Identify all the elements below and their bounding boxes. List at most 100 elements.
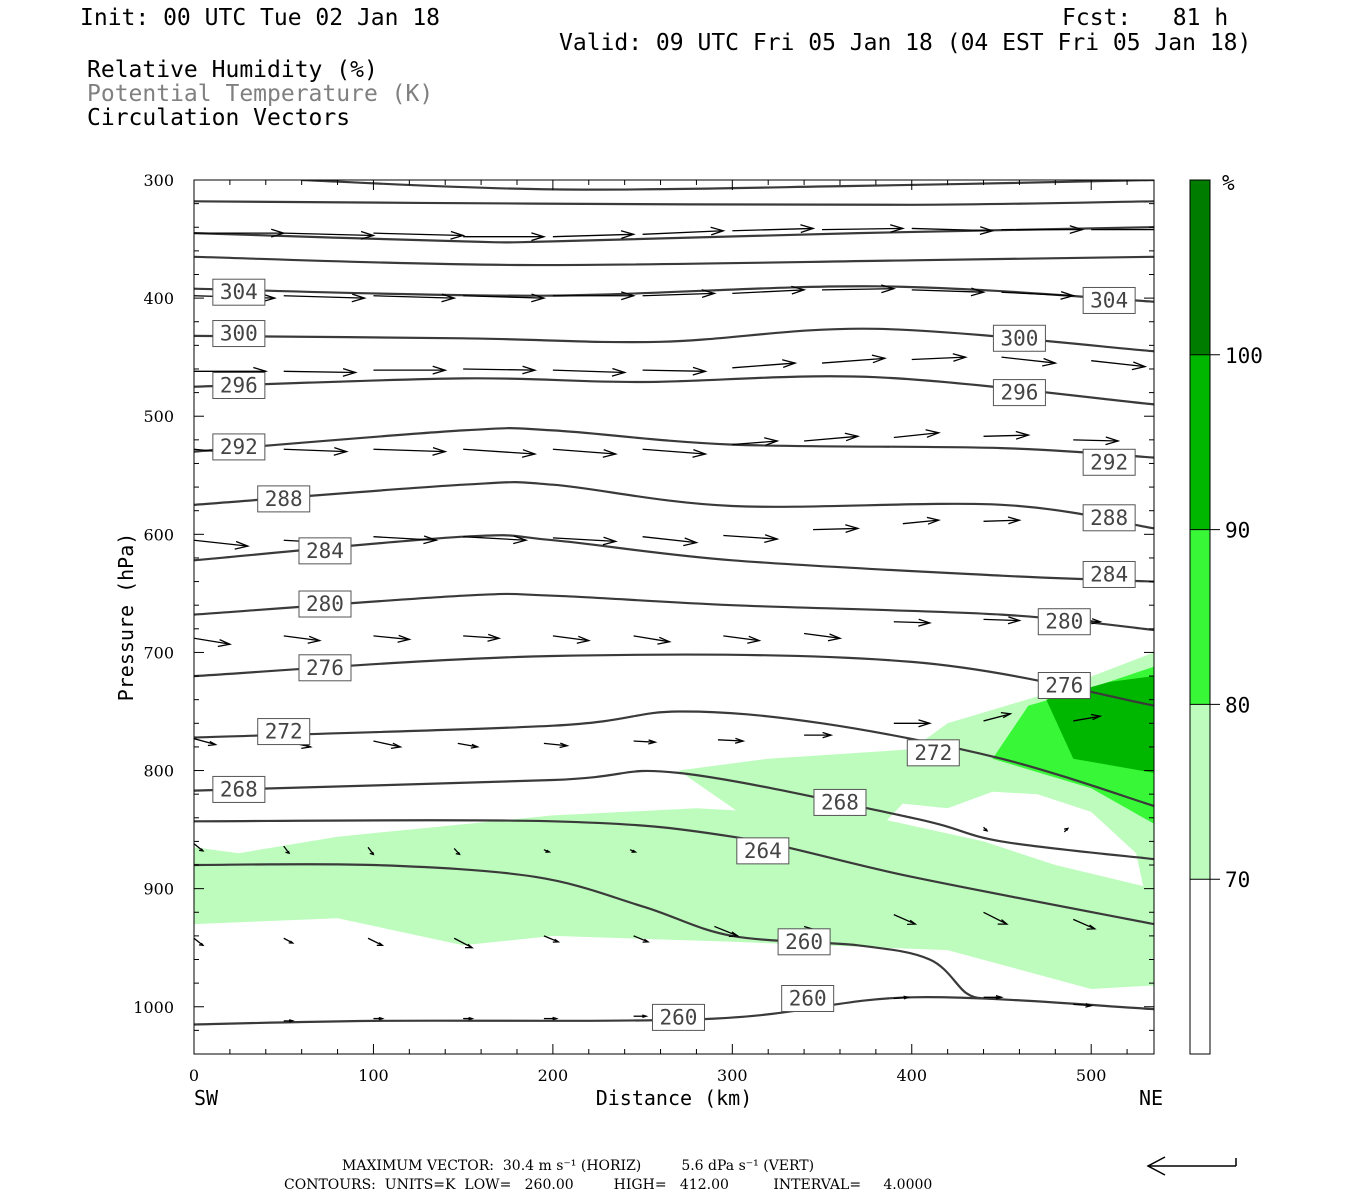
theta-label-284-10: 284: [298, 537, 352, 565]
theta-label-text: 296: [220, 374, 258, 398]
vector-head: [552, 938, 561, 943]
vector-head: [369, 851, 375, 856]
circulation-vector-30: [1001, 356, 1058, 367]
vector-head: [271, 228, 286, 238]
vector-head: [642, 1014, 649, 1019]
theta-label-280-12: 280: [298, 590, 352, 618]
vector-head: [997, 919, 1009, 925]
vector-head: [734, 737, 746, 744]
theta-label-280-13: 280: [1037, 608, 1091, 636]
plot-frame: [193, 179, 1155, 1055]
circulation-vector-34: [373, 446, 448, 456]
vector-shaft: [1073, 715, 1101, 722]
theta-label-264-20: 264: [736, 837, 790, 865]
circulation-vector-74: [1073, 713, 1103, 722]
colorbar-tick-label: 80: [1225, 693, 1250, 717]
circulation-vector-88: [633, 935, 650, 943]
circulation-vector-27: [732, 359, 798, 369]
vector-head: [376, 942, 385, 947]
colorbar-tick-label: 100: [1225, 344, 1263, 368]
colorbar-tick-label: 90: [1225, 519, 1250, 543]
theta-label-text: 268: [821, 790, 859, 814]
theta-label-box: [1082, 448, 1136, 476]
theta-contour-308-0: [301, 180, 1154, 191]
x-axis-title: Distance (km): [596, 1086, 753, 1110]
circulation-vector-72: [893, 719, 932, 728]
vector-shaft: [717, 739, 744, 742]
vector-shaft: [723, 635, 760, 642]
theta-label-text: 300: [220, 322, 258, 346]
vector-shaft: [642, 369, 706, 372]
vector-head: [692, 366, 708, 376]
vector-head: [1069, 225, 1085, 235]
vector-head: [845, 524, 861, 534]
vector-head: [620, 230, 636, 240]
vector-head: [198, 848, 205, 852]
vector-shaft: [983, 618, 1020, 622]
vector-head: [288, 940, 295, 944]
theta-label-288-8: 288: [257, 485, 311, 513]
circulation-vector-79: [367, 846, 375, 856]
circulation-vector-6: [732, 224, 816, 234]
theta-contour-260-15: [194, 863, 984, 1000]
vector-shaft: [822, 227, 903, 231]
vector-head: [692, 448, 708, 458]
theta-label-text: 304: [1090, 288, 1128, 312]
vector-head: [207, 740, 218, 747]
vector-shaft: [373, 536, 437, 541]
colorbar-tick-label: 70: [1225, 868, 1250, 892]
vector-shaft: [457, 742, 478, 748]
circulation-vector-2: [373, 230, 466, 240]
vector-head: [545, 849, 552, 853]
theta-contour-304-3: [194, 255, 1154, 267]
theta-contour-300-5: [194, 327, 1154, 353]
theta-contour-304-4: [194, 285, 1154, 303]
vector-shaft: [714, 925, 738, 937]
colorbar-swatch-1: [1190, 704, 1210, 880]
vector-head: [926, 516, 941, 525]
circulation-vector-94: [283, 1019, 295, 1023]
circulation-vector-102: [1073, 1002, 1094, 1008]
endpoint-left-label: SW: [194, 1086, 219, 1110]
vector-head: [333, 446, 349, 456]
vector-shaft: [373, 635, 410, 641]
circulation-vector-24: [463, 365, 538, 375]
vector-shaft: [633, 635, 670, 643]
circulation-vector-28: [821, 354, 888, 364]
colorbar-unit-label: %: [1222, 171, 1235, 195]
vector-head: [657, 636, 672, 645]
theta-label-text: 292: [1090, 450, 1128, 474]
vector-head: [844, 432, 861, 442]
vector-head: [782, 359, 798, 369]
circulation-vector-62: [983, 616, 1022, 625]
field-theta-title: Potential Temperature (K): [87, 81, 434, 107]
theta-contour-272-12: [194, 710, 1154, 808]
theta-label-box: [1082, 560, 1136, 588]
colorbar-frame: [1189, 179, 1211, 1055]
contour-label-layer: 304 304 300 300 296 296 292 292 288 288 284 284 280 2…: [212, 278, 1136, 1031]
theta-label-box: [781, 984, 835, 1012]
vector-head: [1060, 290, 1076, 300]
vector-shaft: [373, 740, 401, 748]
theta-label-text: 264: [744, 839, 782, 863]
circulation-vector-7: [822, 224, 906, 233]
reference-vector-icon: [1146, 1156, 1237, 1176]
y-tick-label: 500: [143, 407, 174, 426]
theta-contour-296-6: [194, 375, 1154, 406]
circulation-vector-1: [283, 230, 376, 240]
circulation-vector-14: [463, 293, 547, 303]
theta-label-text: 260: [785, 930, 823, 954]
vector-head: [450, 230, 466, 240]
vector-shaft: [1091, 360, 1146, 368]
vector-shaft: [642, 230, 724, 235]
vector-shaft: [911, 356, 966, 361]
vector-shaft: [552, 448, 616, 455]
theta-label-260-23: 260: [651, 1003, 705, 1031]
vector-shaft: [194, 738, 216, 746]
theta-label-box: [777, 928, 831, 956]
vector-head: [513, 535, 529, 545]
vector-head: [576, 635, 591, 644]
theta-label-text: 268: [220, 777, 258, 801]
vector-shaft: [893, 914, 916, 925]
vector-head: [710, 226, 726, 236]
